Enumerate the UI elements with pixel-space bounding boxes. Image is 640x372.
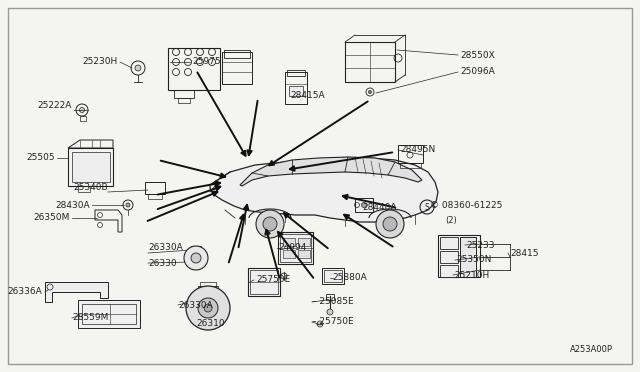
Bar [298,250,310,258]
Bar [145,182,165,194]
Bar [355,198,373,212]
Bar [148,194,162,199]
Text: 28415A: 28415A [290,90,324,99]
Bar [222,52,252,84]
Bar [78,300,140,328]
Circle shape [204,304,212,312]
Text: 25340B: 25340B [74,183,108,192]
Circle shape [369,90,371,93]
Text: 25222A: 25222A [38,100,72,109]
Polygon shape [210,158,438,222]
Circle shape [126,203,130,207]
Text: A253A00P: A253A00P [570,346,613,355]
Bar [174,90,194,98]
Bar [200,282,216,288]
Text: 26350M: 26350M [34,214,70,222]
Text: – 25750E: – 25750E [312,317,354,327]
Text: 26330A: 26330A [178,301,212,310]
Bar [72,152,110,182]
Bar [80,116,86,121]
Circle shape [317,321,323,327]
Circle shape [184,246,208,270]
Polygon shape [240,157,422,186]
Text: 25096A: 25096A [460,67,495,77]
Text: 25880A: 25880A [332,273,367,282]
Bar [440,265,458,277]
Circle shape [186,286,230,330]
Bar [78,186,90,192]
Text: 24994: 24994 [278,244,307,253]
Text: 25750E: 25750E [256,276,291,285]
Bar [191,246,201,254]
Circle shape [198,298,218,318]
Bar [322,268,344,284]
Text: (2): (2) [445,215,457,224]
Text: S: S [424,202,429,212]
Text: © 08360-61225: © 08360-61225 [430,201,502,209]
Bar [440,251,458,263]
Bar [280,234,311,262]
Circle shape [327,309,333,315]
Bar [168,48,220,90]
Bar [324,270,342,282]
Bar [250,270,278,294]
Text: – 25085E: – 25085E [312,298,354,307]
Text: 26336A: 26336A [7,288,42,296]
Circle shape [135,65,141,71]
Bar [68,148,113,186]
Text: 25505: 25505 [26,154,55,163]
Text: 25233: 25233 [466,241,495,250]
Polygon shape [45,282,108,302]
Bar [398,145,423,163]
Bar [438,235,480,277]
Circle shape [256,210,284,238]
Circle shape [362,202,367,208]
Bar [289,86,303,96]
Text: 28440A: 28440A [362,203,397,212]
Text: 25230H: 25230H [83,58,118,67]
Bar [82,304,136,324]
Text: 28550X: 28550X [460,51,495,60]
Bar [224,50,250,58]
Text: 28430A: 28430A [56,201,90,209]
Bar [440,237,458,249]
Text: 25350N: 25350N [456,256,492,264]
Text: 26330: 26330 [148,259,177,267]
Bar [326,294,334,300]
Bar [278,232,313,264]
Bar [285,72,307,104]
Bar [287,70,305,76]
Bar [298,238,310,246]
Circle shape [191,253,201,263]
Bar [400,163,421,168]
Bar [283,238,295,246]
Circle shape [79,108,84,112]
Bar [345,42,395,82]
Text: 25210H: 25210H [454,270,489,279]
Circle shape [383,217,397,231]
Circle shape [263,217,277,231]
Circle shape [376,210,404,238]
Bar [248,268,280,296]
Text: 28559M: 28559M [72,314,108,323]
Bar [198,286,218,296]
Bar [178,98,190,103]
Text: 26310: 26310 [196,320,225,328]
Text: 28415: 28415 [510,248,538,257]
Text: 25975: 25975 [192,58,221,67]
Text: 28495N: 28495N [400,145,435,154]
Text: 26330A: 26330A [148,244,183,253]
Bar [283,250,295,258]
Bar [460,237,476,277]
